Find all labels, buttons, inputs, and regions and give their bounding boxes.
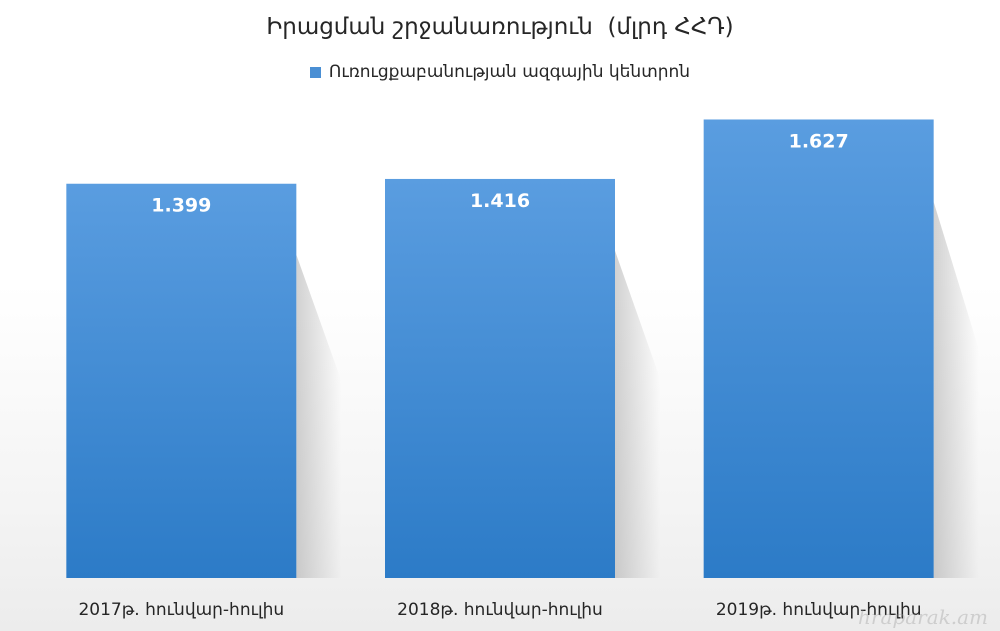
legend: Ուռուցքաբանության ազգային կենտրոն [0,62,1000,82]
bar-shadows [296,202,979,579]
chart-title: Իրացման շրջանառություն (մլրդ ՀՀԴ) [266,14,734,40]
watermark: hraparak.am [858,605,988,629]
x-tick-label: 2018թ. հունվար-հուլիս [397,600,603,620]
x-tick-label: 2017թ. հունվար-հուլիս [78,600,284,620]
bars [66,119,934,579]
data-label: 1.399 [151,195,211,217]
bar-shadow [296,254,342,579]
x-tick-label: 2019թ. հունվար-հուլիս [716,600,922,620]
data-label: 1.416 [470,190,530,212]
bar-shadow [615,250,660,578]
bar [66,183,297,578]
x-tick-labels: 2017թ. հունվար-հուլիս 2018թ. հունվար-հուլ… [78,600,921,620]
bar [385,178,615,579]
legend-label: Ուռուցքաբանության ազգային կենտրոն [328,62,691,82]
legend-swatch [309,66,321,78]
bar-shadow [933,202,979,579]
bar [703,119,934,579]
data-label: 1.627 [789,130,849,152]
data-labels: 1.399 1.416 1.627 [151,130,848,216]
